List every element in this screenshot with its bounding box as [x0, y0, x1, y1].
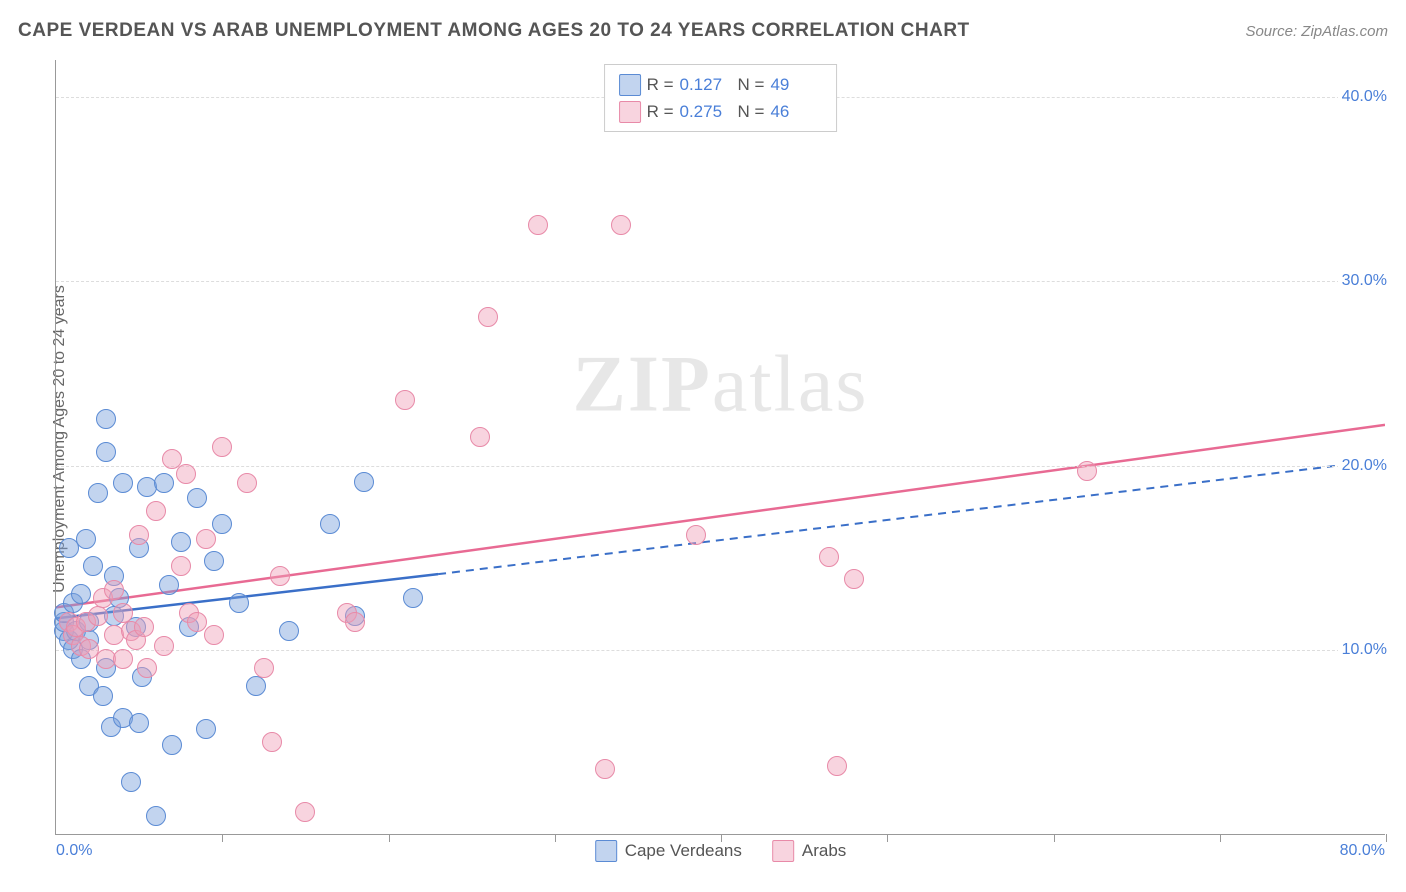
x-tick: [555, 834, 556, 842]
source-attribution: Source: ZipAtlas.com: [1245, 23, 1388, 40]
data-point-cape-verdeans: [71, 584, 91, 604]
data-point-arabs: [686, 525, 706, 545]
data-point-arabs: [262, 732, 282, 752]
data-point-arabs: [595, 759, 615, 779]
data-point-cape-verdeans: [129, 713, 149, 733]
legend-item-arabs: Arabs: [772, 840, 846, 862]
data-point-arabs: [270, 566, 290, 586]
data-point-cape-verdeans: [154, 473, 174, 493]
data-point-arabs: [113, 649, 133, 669]
legend-item-cape-verdeans: Cape Verdeans: [595, 840, 742, 862]
scatter-plot-area: ZIPatlas R = 0.127 N = 49 R = 0.275 N = …: [55, 60, 1385, 835]
x-tick: [222, 834, 223, 842]
chart-title: CAPE VERDEAN VS ARAB UNEMPLOYMENT AMONG …: [18, 20, 970, 42]
legend-row-arabs: R = 0.275 N = 46: [619, 98, 823, 125]
data-point-arabs: [146, 501, 166, 521]
data-point-arabs: [154, 636, 174, 656]
data-point-cape-verdeans: [146, 806, 166, 826]
series-legend: Cape Verdeans Arabs: [595, 840, 847, 862]
trend-lines: [56, 60, 1385, 834]
data-point-cape-verdeans: [204, 551, 224, 571]
y-tick-label: 20.0%: [1338, 457, 1387, 475]
data-point-cape-verdeans: [88, 483, 108, 503]
data-point-cape-verdeans: [403, 588, 423, 608]
data-point-cape-verdeans: [212, 514, 232, 534]
data-point-arabs: [129, 525, 149, 545]
data-point-arabs: [113, 603, 133, 623]
data-point-cape-verdeans: [162, 735, 182, 755]
swatch-cape-verdeans: [619, 74, 641, 96]
y-tick-label: 10.0%: [1338, 641, 1387, 659]
data-point-arabs: [137, 658, 157, 678]
data-point-cape-verdeans: [96, 442, 116, 462]
swatch-icon: [595, 840, 617, 862]
data-point-arabs: [528, 215, 548, 235]
x-axis-max-label: 80.0%: [1340, 842, 1385, 860]
data-point-cape-verdeans: [246, 676, 266, 696]
swatch-arabs: [619, 101, 641, 123]
x-axis-min-label: 0.0%: [56, 842, 92, 860]
data-point-arabs: [204, 625, 224, 645]
data-point-cape-verdeans: [320, 514, 340, 534]
data-point-arabs: [395, 390, 415, 410]
data-point-cape-verdeans: [279, 621, 299, 641]
data-point-arabs: [295, 802, 315, 822]
data-point-arabs: [478, 307, 498, 327]
x-tick: [389, 834, 390, 842]
legend-row-cape-verdeans: R = 0.127 N = 49: [619, 71, 823, 98]
y-tick-label: 40.0%: [1338, 88, 1387, 106]
data-point-arabs: [176, 464, 196, 484]
data-point-cape-verdeans: [171, 532, 191, 552]
data-point-arabs: [470, 427, 490, 447]
data-point-cape-verdeans: [159, 575, 179, 595]
data-point-arabs: [104, 580, 124, 600]
r-value-cape-verdeans: 0.127: [680, 71, 732, 98]
data-point-cape-verdeans: [113, 473, 133, 493]
data-point-arabs: [88, 606, 108, 626]
n-value-cape-verdeans: 49: [770, 71, 822, 98]
data-point-cape-verdeans: [354, 472, 374, 492]
data-point-cape-verdeans: [83, 556, 103, 576]
data-point-cape-verdeans: [121, 772, 141, 792]
x-tick: [1054, 834, 1055, 842]
watermark: ZIPatlas: [573, 340, 869, 431]
data-point-arabs: [171, 556, 191, 576]
data-point-arabs: [345, 612, 365, 632]
gridline: [56, 281, 1385, 282]
n-value-arabs: 46: [770, 98, 822, 125]
data-point-arabs: [827, 756, 847, 776]
data-point-cape-verdeans: [93, 686, 113, 706]
data-point-arabs: [237, 473, 257, 493]
data-point-arabs: [254, 658, 274, 678]
x-tick: [721, 834, 722, 842]
x-tick: [887, 834, 888, 842]
data-point-arabs: [819, 547, 839, 567]
data-point-cape-verdeans: [196, 719, 216, 739]
gridline: [56, 650, 1385, 651]
chart-header: CAPE VERDEAN VS ARAB UNEMPLOYMENT AMONG …: [18, 20, 1388, 42]
data-point-arabs: [212, 437, 232, 457]
data-point-cape-verdeans: [76, 529, 96, 549]
correlation-legend: R = 0.127 N = 49 R = 0.275 N = 46: [604, 64, 838, 132]
data-point-arabs: [196, 529, 216, 549]
data-point-cape-verdeans: [96, 409, 116, 429]
data-point-arabs: [844, 569, 864, 589]
data-point-arabs: [134, 617, 154, 637]
y-tick-label: 30.0%: [1338, 272, 1387, 290]
data-point-cape-verdeans: [229, 593, 249, 613]
x-tick: [1220, 834, 1221, 842]
data-point-cape-verdeans: [187, 488, 207, 508]
swatch-icon: [772, 840, 794, 862]
gridline: [56, 466, 1385, 467]
x-tick: [1386, 834, 1387, 842]
data-point-arabs: [611, 215, 631, 235]
r-value-arabs: 0.275: [680, 98, 732, 125]
data-point-arabs: [1077, 461, 1097, 481]
